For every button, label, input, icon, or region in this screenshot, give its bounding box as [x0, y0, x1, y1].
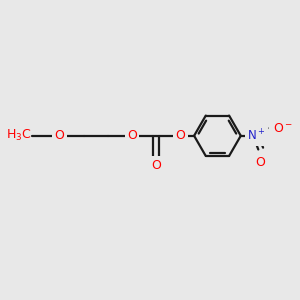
Text: $\mathregular{N^+}$: $\mathregular{N^+}$: [247, 128, 266, 143]
Text: O: O: [55, 129, 64, 142]
Text: $\mathregular{O^-}$: $\mathregular{O^-}$: [274, 122, 293, 135]
Text: O: O: [256, 156, 266, 169]
Text: O: O: [176, 129, 185, 142]
Text: O: O: [127, 129, 137, 142]
Text: $\mathregular{H_3C}$: $\mathregular{H_3C}$: [5, 128, 31, 143]
Text: O: O: [151, 158, 161, 172]
